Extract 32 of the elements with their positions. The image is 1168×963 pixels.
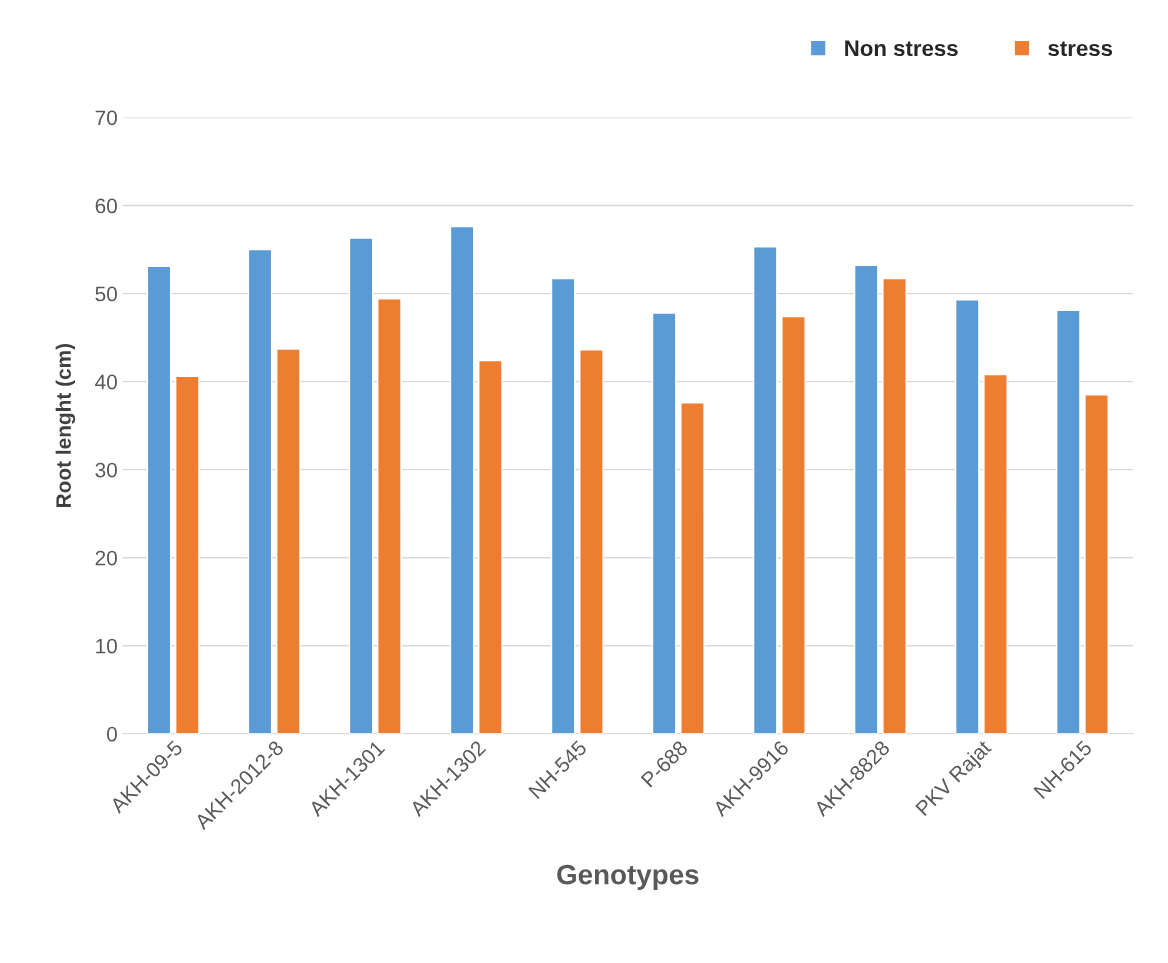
bar — [954, 299, 980, 734]
bar — [680, 402, 705, 734]
y-tick-label: 60 — [95, 198, 117, 214]
y-axis-title: Root lenght (cm) — [55, 343, 76, 507]
y-tick-label: 10 — [96, 638, 117, 654]
bar — [276, 348, 301, 734]
legend-label: Non stress — [845, 40, 958, 57]
bar — [579, 349, 604, 734]
y-tick-label: 0 — [107, 726, 117, 742]
bar — [1055, 309, 1081, 734]
bar — [247, 248, 273, 734]
x-axis-title: Genotypes — [557, 864, 699, 890]
y-tick-label: 20 — [95, 550, 117, 566]
bar — [478, 359, 503, 734]
y-tick-label: 50 — [95, 286, 117, 302]
bar — [174, 375, 200, 734]
bar — [550, 277, 576, 734]
y-tick-label: 40 — [95, 374, 117, 390]
y-tick-label: 70 — [95, 110, 117, 126]
bar — [146, 265, 172, 734]
bar — [449, 225, 475, 734]
bar — [348, 237, 374, 734]
bar — [752, 246, 778, 734]
bar — [781, 315, 806, 734]
bar — [853, 264, 879, 734]
bar — [983, 373, 1008, 734]
bar — [882, 277, 907, 734]
bar — [651, 312, 677, 734]
bar — [377, 298, 402, 734]
legend-label: stress — [1048, 41, 1113, 57]
y-tick-label: 30 — [95, 462, 117, 478]
bar — [1084, 394, 1109, 734]
